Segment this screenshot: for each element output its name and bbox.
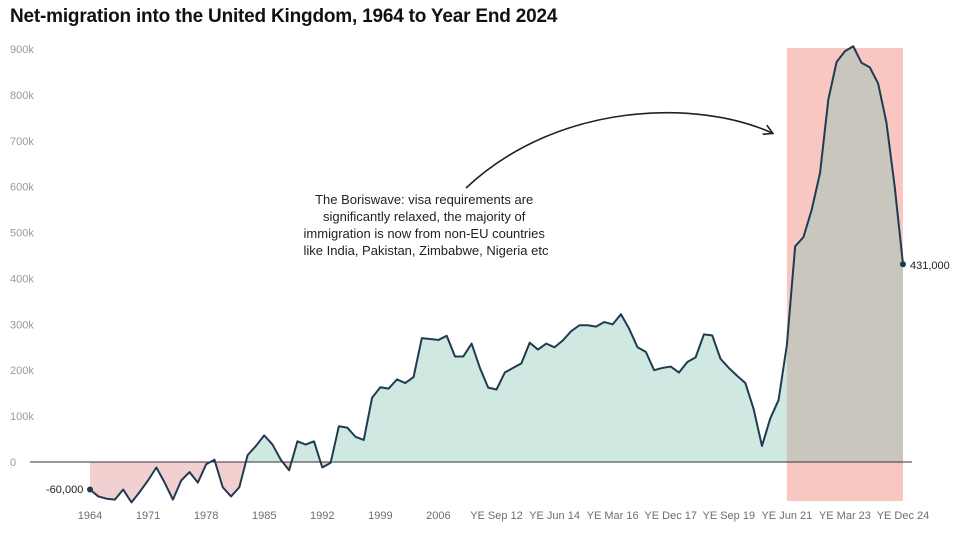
x-tick-label: YE Jun 14: [529, 510, 580, 522]
x-tick-label: YE Mar 16: [587, 510, 639, 522]
annotation-arrow: [465, 111, 775, 189]
x-tick-label: 1971: [136, 510, 160, 522]
x-tick-label: YE Jun 21: [761, 510, 812, 522]
x-tick-label: YE Dec 17: [644, 510, 697, 522]
annotation-line-1: The Boriswave: visa requirements are: [315, 192, 533, 207]
start-label: -60,000: [46, 484, 83, 496]
x-tick-label: YE Sep 19: [702, 510, 755, 522]
y-tick-label: 500k: [10, 228, 34, 240]
start-point: [87, 486, 93, 493]
x-tick-label: 1985: [252, 510, 276, 522]
negative-area: [90, 462, 903, 503]
y-axis-ticks: 0 100k 200k 300k 400k 500k 600k 700k 800k 900k: [10, 44, 34, 469]
annotation-text: The Boriswave: visa requirements are sig…: [304, 192, 549, 258]
x-tick-label: 1992: [310, 510, 334, 522]
x-tick-label: YE Dec 24: [877, 510, 930, 522]
y-tick-label: 100k: [10, 411, 34, 423]
annotation-line-3: immigration is now from non-EU countries: [304, 226, 546, 241]
y-tick-label: 900k: [10, 44, 34, 56]
annotation-line-2: significantly relaxed, the majority of: [323, 209, 526, 224]
y-tick-label: 0: [10, 457, 16, 469]
chart-title: Net-migration into the United Kingdom, 1…: [10, 6, 558, 27]
y-tick-label: 800k: [10, 90, 34, 102]
y-tick-label: 400k: [10, 273, 34, 285]
x-axis-ticks: 1964 1971 1978 1985 1992 1999 2006 YE Sep 12 YE …: [78, 510, 930, 522]
y-tick-label: 200k: [10, 365, 34, 377]
highlight-area: [786, 46, 903, 462]
end-point: [900, 261, 906, 268]
y-tick-label: 300k: [10, 319, 34, 331]
x-tick-label: 2006: [426, 510, 450, 522]
x-tick-label: YE Mar 23: [819, 510, 871, 522]
positive-area: [90, 46, 903, 462]
y-tick-label: 600k: [10, 182, 34, 194]
y-tick-label: 700k: [10, 136, 34, 148]
x-tick-label: 1964: [78, 510, 102, 522]
x-tick-label: YE Sep 12: [470, 510, 523, 522]
end-label: 431,000: [910, 260, 950, 272]
series-line: [89, 45, 904, 504]
annotation-line-4: like India, Pakistan, Zimbabwe, Nigeria …: [304, 243, 549, 258]
x-tick-label: 1978: [194, 510, 218, 522]
x-tick-label: 1999: [368, 510, 392, 522]
